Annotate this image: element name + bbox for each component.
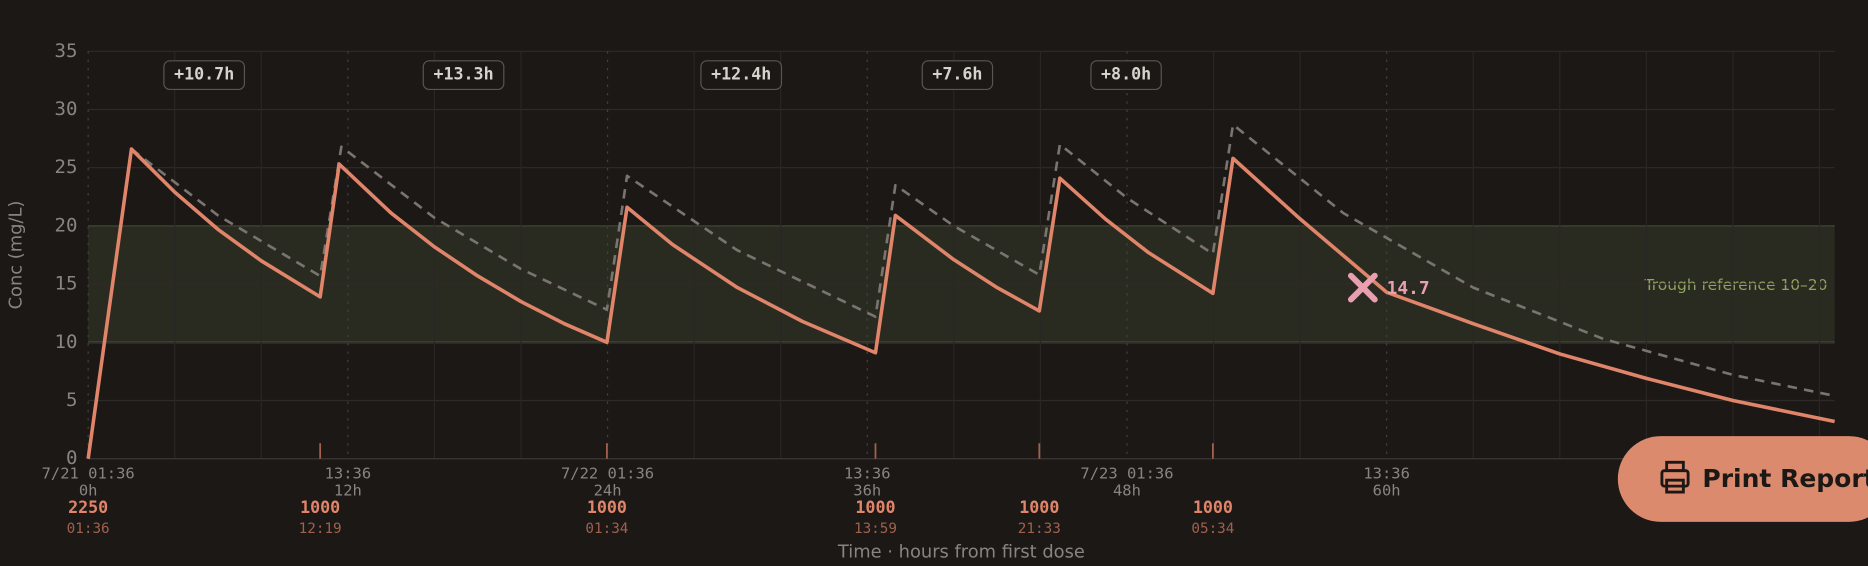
dose-amount: 1000 — [855, 498, 895, 517]
y-tick-label: 35 — [54, 40, 77, 62]
interval-box — [163, 60, 246, 91]
dose-amount: 1000 — [300, 498, 340, 517]
series-line — [86, 147, 1836, 459]
x-tick-label: 13:36 — [325, 465, 372, 483]
dose-clock: 05:34 — [1191, 521, 1234, 537]
dose-amount: 1000 — [587, 498, 627, 517]
dose-amount: 2250 — [68, 498, 108, 517]
interval-box — [1090, 60, 1162, 91]
button-bg[interactable] — [1617, 436, 1868, 522]
x-tick-hours: 12h — [334, 481, 362, 499]
dose-amount: 1000 — [1019, 498, 1059, 517]
x-tick-label: 7/22 01:36 — [561, 465, 654, 483]
dose-clock: 01:36 — [67, 521, 110, 537]
y-axis-label: Conc (mg/L) — [5, 201, 26, 310]
y-tick-label: 10 — [54, 331, 77, 353]
interval-box — [921, 60, 994, 91]
x-tick-label: 13:36 — [1363, 465, 1410, 483]
reference-label: Trough reference 10–20 — [1644, 276, 1828, 294]
printer-icon — [1660, 460, 1690, 494]
measurement-marker — [1347, 272, 1378, 303]
x-axis-label: Time · hours from first dose — [837, 542, 1085, 563]
dose-clock: 01:34 — [585, 521, 628, 537]
y-tick-label: 15 — [54, 273, 77, 295]
x-tick-hours: 60h — [1373, 481, 1401, 499]
y-tick-label: 0 — [66, 447, 77, 469]
x-tick-hours: 0h — [79, 481, 98, 499]
dose-clock: 13:59 — [854, 521, 897, 537]
x-tick-hours: 24h — [594, 481, 622, 499]
y-tick-label: 25 — [54, 156, 77, 178]
interval-label: +12.4h — [711, 65, 771, 84]
x-tick-hours: 48h — [1113, 481, 1141, 499]
interval-label: +13.3h — [433, 65, 493, 84]
x-tick-label: 7/23 01:36 — [1080, 465, 1173, 483]
interval-box — [422, 60, 505, 91]
y-tick-label: 30 — [54, 98, 77, 120]
dose-clock: 21:33 — [1018, 521, 1061, 537]
dose-clock: 12:19 — [299, 521, 342, 537]
button-label[interactable]: Print Report — [1702, 464, 1868, 493]
plot: Trough reference 10–20 0 5 10 15 20 25 30 35 7/21… — [42, 40, 1836, 537]
y-tick-label: 20 — [54, 214, 77, 236]
x-tick-hours: 36h — [853, 481, 881, 499]
series-line — [130, 123, 1835, 398]
interval-box — [700, 60, 783, 91]
x-tick-label: 13:36 — [844, 465, 891, 483]
x-tick-label: 7/21 01:36 — [42, 465, 135, 483]
interval-label: +10.7h — [174, 65, 234, 84]
y-tick-label: 5 — [66, 389, 77, 411]
measurement-label: 14.7 — [1387, 278, 1430, 299]
print-button[interactable]: Print Report — [1617, 436, 1868, 522]
dose-amount: 1000 — [1193, 498, 1233, 517]
interval-label: +7.6h — [932, 65, 982, 84]
interval-label: +8.0h — [1101, 65, 1151, 84]
